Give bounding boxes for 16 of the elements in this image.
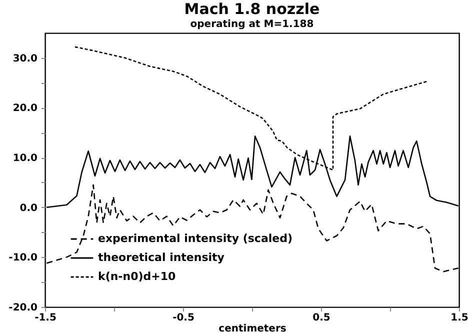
y-tick-label: -10.0 [8,252,38,264]
y-tick-label: 0.0 [20,202,38,214]
legend-label: experimental intensity (scaled) [98,232,292,245]
y-tick-label: 30.0 [12,53,38,64]
legend-label: k(n-n0)d+10 [98,270,176,283]
chart-subtitle: operating at M=1.188 [190,19,314,30]
y-tick-label: -20.0 [8,302,38,314]
x-axis-title: centimeters [218,324,286,334]
y-tick-label: 20.0 [12,103,38,114]
x-tick-label: -0.5 [172,312,194,324]
x-tick-label: -1.5 [34,312,56,324]
x-tick-label: 0.5 [312,312,330,324]
y-tick-label: 10.0 [12,153,38,164]
chart-title: Mach 1.8 nozzle [184,0,320,18]
x-tick-label: 1.5 [450,312,468,324]
legend-label: theoretical intensity [98,251,224,264]
